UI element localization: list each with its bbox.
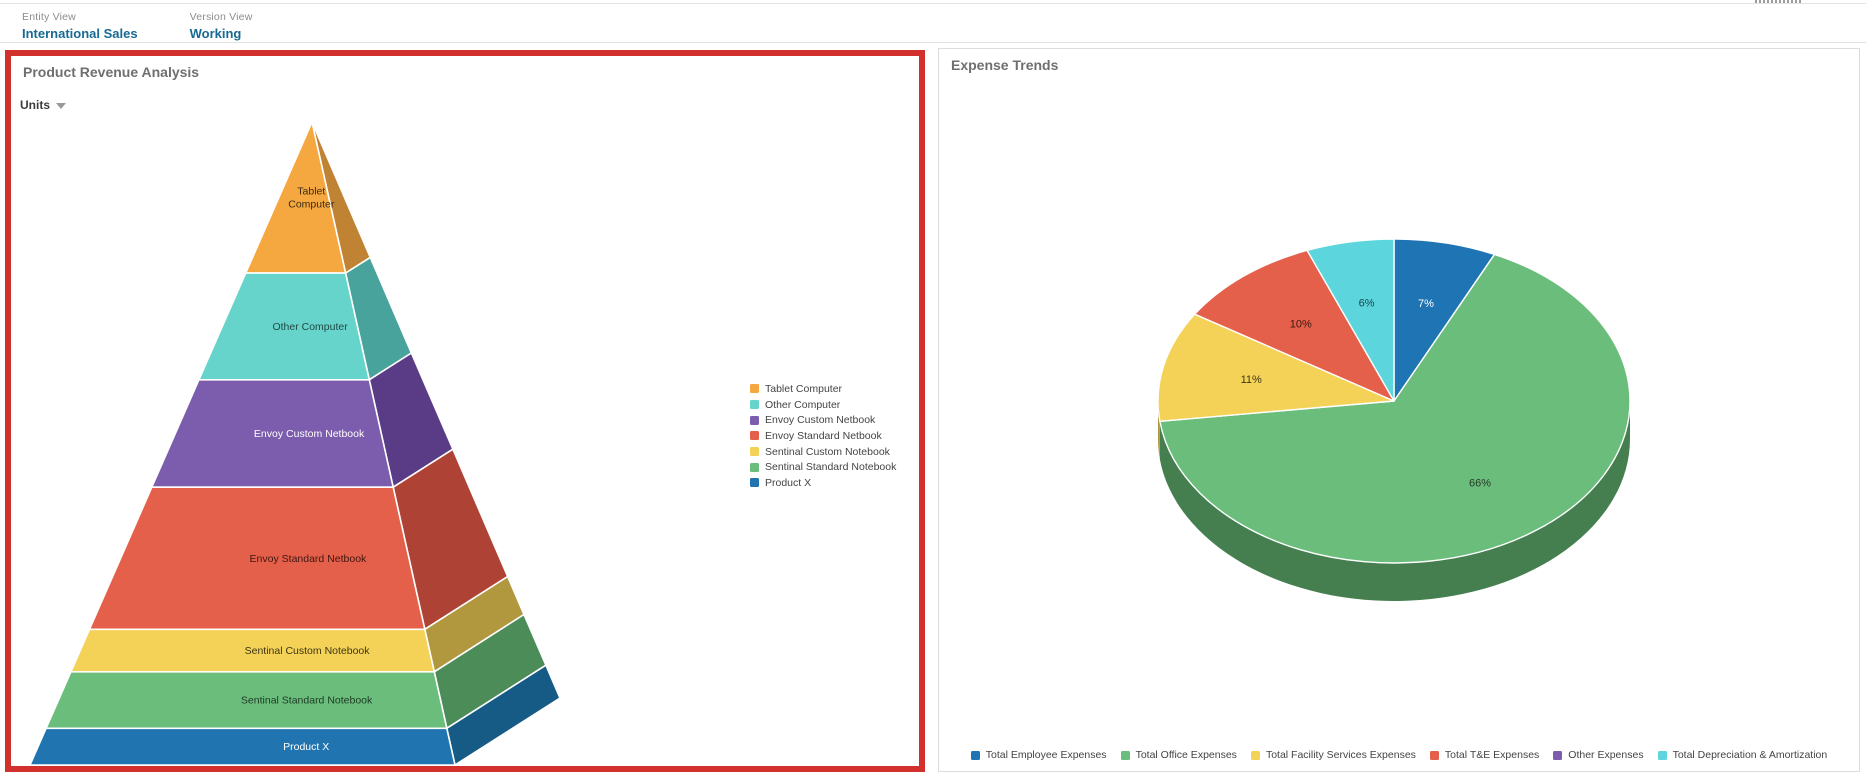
- legend-swatch: [750, 478, 759, 488]
- legend-swatch: [750, 462, 759, 472]
- legend-label: Product X: [765, 476, 812, 489]
- legend-item: Sentinal Standard Notebook: [750, 459, 896, 475]
- pyramid-band-label: Sentinal Standard Notebook: [241, 695, 373, 707]
- legend-item: Total Facility Services Expenses: [1250, 749, 1416, 761]
- pie-slice-percentage: 10%: [1290, 319, 1312, 331]
- pyramid-band-label: Product X: [283, 741, 329, 753]
- legend-label: Sentinal Standard Notebook: [765, 461, 897, 474]
- pov-entity-value[interactable]: International Sales: [22, 26, 138, 41]
- pyramid-band-label: Tablet Computer: [288, 186, 335, 211]
- legend-label: Envoy Custom Netbook: [765, 414, 876, 427]
- legend-item: Product X: [750, 475, 896, 491]
- legend-swatch: [750, 447, 759, 457]
- pyramid-band-label: Envoy Custom Netbook: [254, 428, 365, 440]
- legend-label: Envoy Standard Netbook: [765, 429, 882, 442]
- pyramid-band-product-x[interactable]: [29, 727, 456, 766]
- legend-label: Total Office Expenses: [1135, 749, 1237, 761]
- pyramid-chart: Tablet Computer Other Computer Envoy Custom…: [29, 121, 561, 766]
- right-panel-title: Expense Trends: [951, 57, 1059, 73]
- pie-slice-total-t-e-expenses[interactable]: [1194, 249, 1395, 402]
- legend-label: Total Depreciation & Amortization: [1672, 749, 1828, 761]
- legend-item: Total Depreciation & Amortization: [1657, 749, 1828, 761]
- pie-slice-percentage: 7%: [1418, 298, 1434, 310]
- legend-label: Tablet Computer: [765, 382, 843, 395]
- pov-version-value[interactable]: Working: [189, 26, 242, 41]
- pie-legend: Total Employee Expenses Total Office Expe…: [939, 749, 1859, 761]
- pie-slice-total-office-expenses[interactable]: [1159, 253, 1631, 564]
- legend-swatch: [1120, 750, 1130, 760]
- pov-entity-label: Entity View: [22, 11, 76, 23]
- legend-item: Other Computer: [750, 397, 896, 413]
- legend-swatch: [750, 400, 759, 410]
- chevron-down-icon: [56, 103, 66, 109]
- pyramid-band-label: Envoy Standard Netbook: [250, 553, 367, 565]
- pie-chart: 7% 66% 11% 10% 6%: [1157, 238, 1631, 602]
- pie-slice-side: [1159, 401, 1630, 602]
- legend-swatch: [1429, 750, 1439, 760]
- legend-label: Sentinal Custom Notebook: [765, 445, 890, 458]
- legend-swatch: [750, 431, 759, 441]
- legend-swatch: [1553, 750, 1563, 760]
- legend-swatch: [750, 415, 759, 425]
- legend-swatch: [750, 384, 759, 394]
- pie-slice-percentage: 66%: [1469, 477, 1491, 489]
- pie-slice-percentage: 6%: [1359, 297, 1375, 309]
- units-dropdown-label: Units: [20, 98, 50, 112]
- legend-item: Sentinal Custom Notebook: [750, 444, 896, 460]
- legend-item: Total T&E Expenses: [1429, 749, 1540, 761]
- pyramid-band-label: Sentinal Custom Notebook: [245, 645, 371, 657]
- legend-label: Total Facility Services Expenses: [1265, 749, 1416, 761]
- legend-label: Other Expenses: [1568, 749, 1644, 761]
- legend-label: Total T&E Expenses: [1444, 749, 1540, 761]
- legend-swatch: [1657, 750, 1667, 760]
- pyramid-band-label: Other Computer: [272, 321, 348, 333]
- pie-slice-total-employee-expenses[interactable]: [1393, 238, 1496, 402]
- expense-trends-panel: 7% 66% 11% 10% 6% Expense Trends Total Emplo…: [938, 48, 1860, 772]
- pov-version-view[interactable]: Version View Working: [190, 4, 253, 41]
- pov-entity-view[interactable]: Entity View International Sales: [22, 4, 138, 41]
- splitter-handle[interactable]: [1755, 0, 1801, 3]
- pie-slice-total-facility-services-expenses[interactable]: [1157, 313, 1395, 423]
- left-panel-title: Product Revenue Analysis: [23, 64, 200, 80]
- pov-bar: Entity View International Sales Version …: [0, 4, 1866, 43]
- top-divider: [0, 3, 1866, 4]
- legend-label: Total Employee Expenses: [985, 749, 1107, 761]
- pie-slice-total-depreciation-amortization[interactable]: [1306, 238, 1395, 402]
- legend-label: Other Computer: [765, 398, 841, 411]
- pyramid-legend: Tablet Computer Other Computer Envoy Custo…: [750, 381, 896, 491]
- legend-swatch: [1250, 750, 1260, 760]
- legend-item: Other Expenses: [1553, 749, 1644, 761]
- legend-item: Tablet Computer: [750, 381, 896, 397]
- pie-slice-percentage: 11%: [1241, 374, 1262, 386]
- legend-swatch: [970, 750, 980, 760]
- product-revenue-panel: Tablet Computer Other Computer Envoy Custom…: [5, 50, 925, 772]
- legend-item: Total Office Expenses: [1120, 749, 1237, 761]
- units-dropdown[interactable]: Units: [20, 98, 66, 112]
- legend-item: Envoy Custom Netbook: [750, 412, 896, 428]
- legend-item: Envoy Standard Netbook: [750, 428, 896, 444]
- pov-version-label: Version View: [189, 11, 253, 23]
- legend-item: Total Employee Expenses: [970, 749, 1107, 761]
